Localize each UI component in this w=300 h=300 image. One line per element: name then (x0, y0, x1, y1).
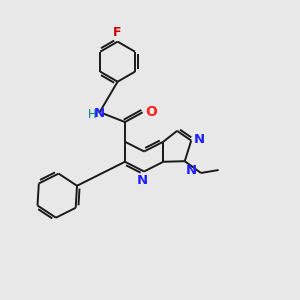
Text: F: F (113, 26, 122, 39)
Text: N: N (194, 133, 205, 146)
Text: O: O (146, 105, 158, 119)
Text: N: N (137, 174, 148, 188)
Text: N: N (94, 107, 105, 120)
Text: H: H (88, 109, 97, 122)
Text: N: N (186, 164, 197, 177)
